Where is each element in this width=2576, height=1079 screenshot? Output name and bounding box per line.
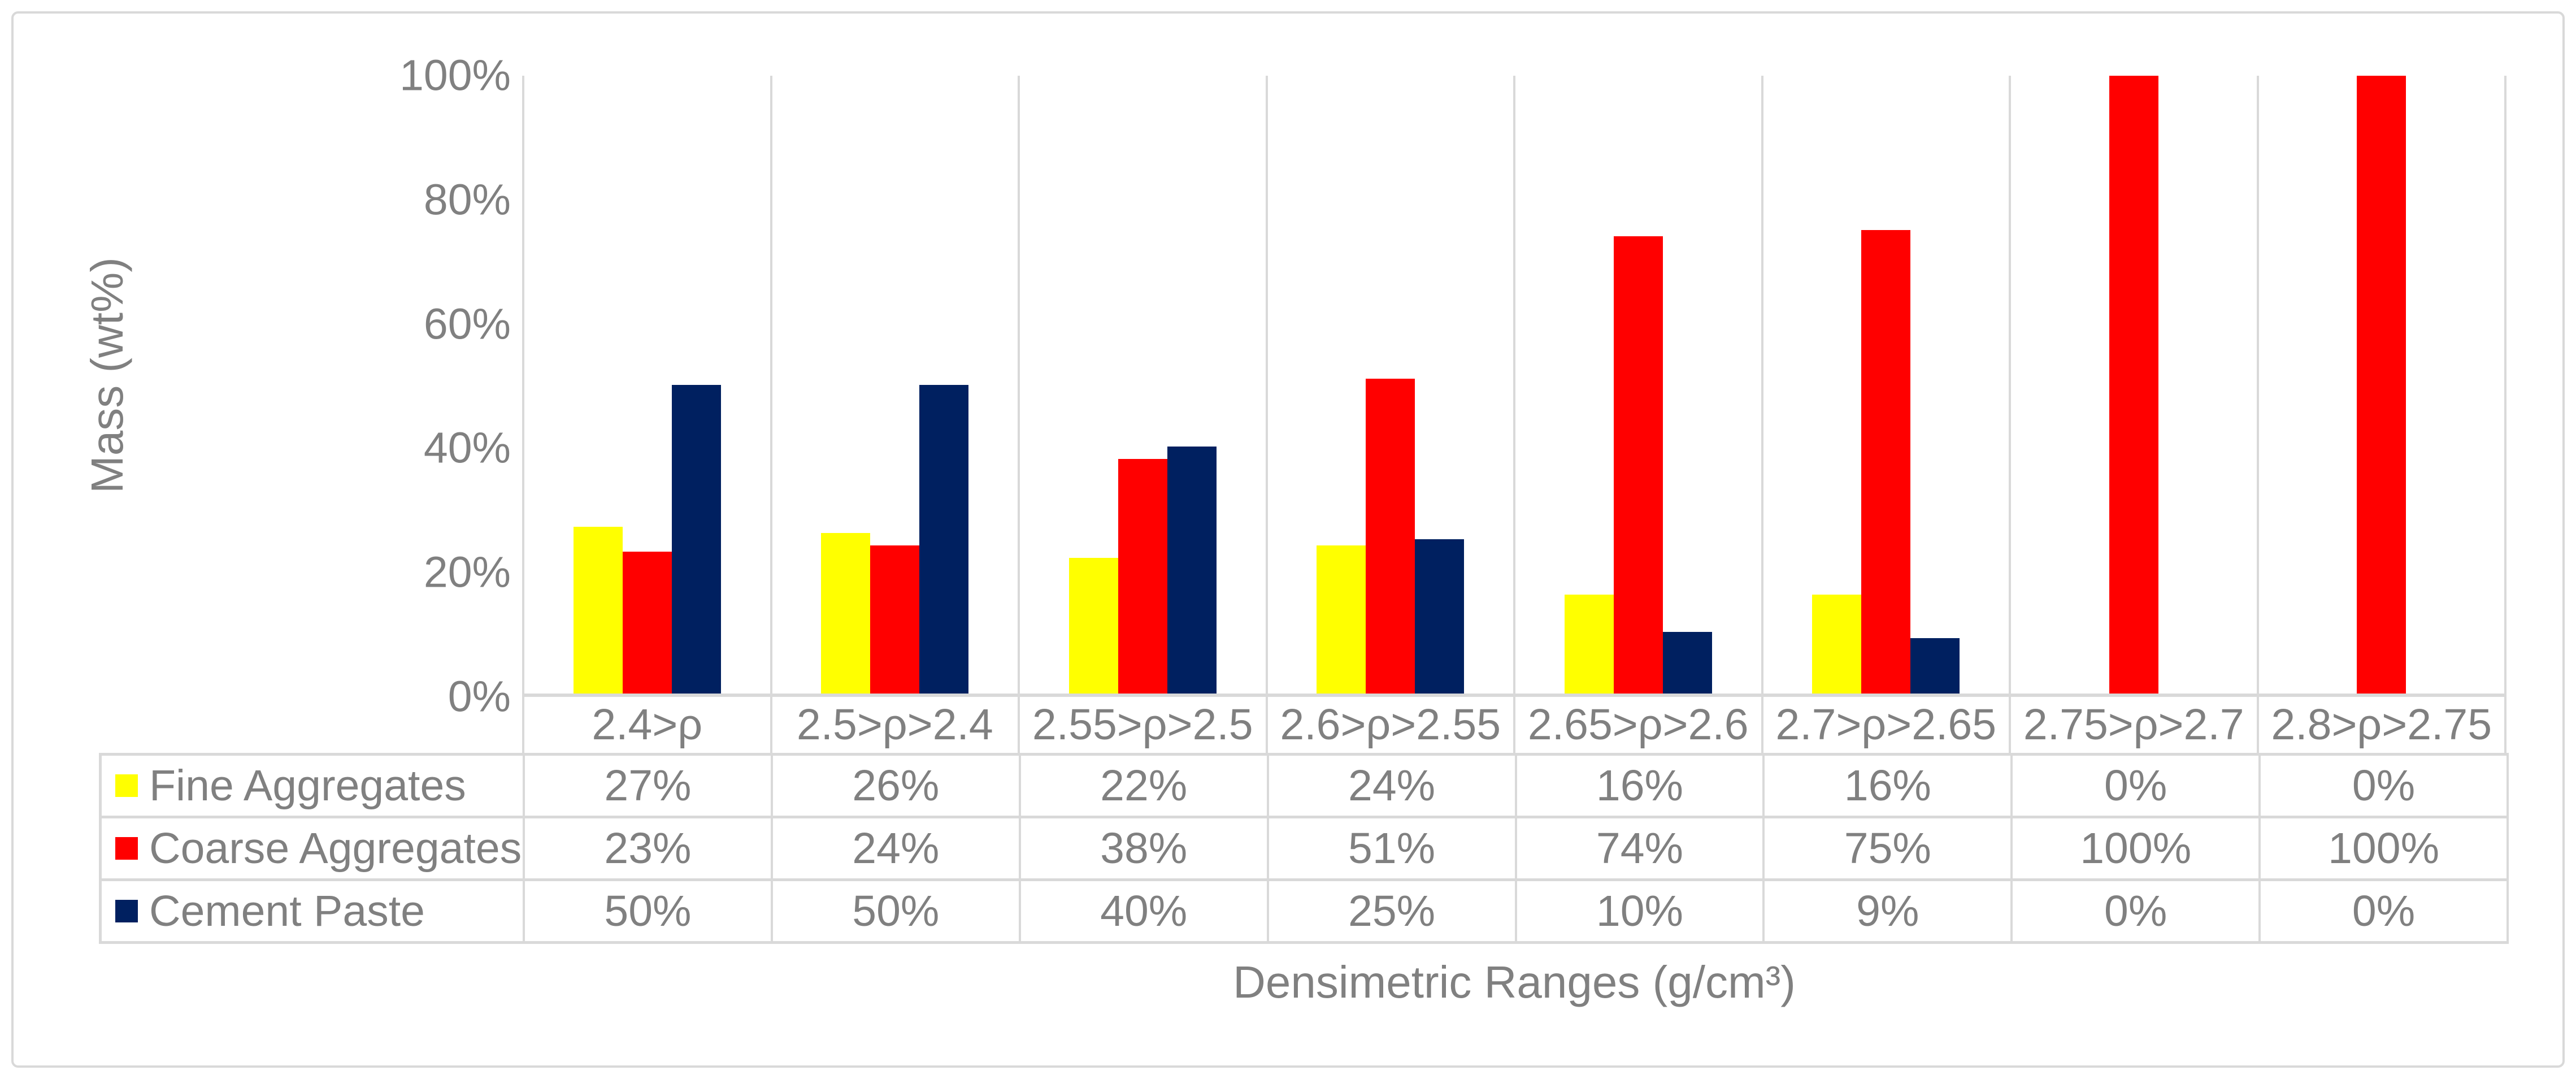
bar-coarse-aggregates <box>2357 76 2406 694</box>
y-tick-label: 0% <box>448 672 511 721</box>
bar-cluster <box>1317 76 1465 694</box>
category-label: 2.6>ρ>2.55 <box>1268 697 1515 753</box>
table-value-cell: 50% <box>773 881 1021 941</box>
table-value-cell: 16% <box>1765 756 2013 816</box>
category-column <box>1268 76 1515 694</box>
bar-coarse-aggregates <box>870 545 920 694</box>
table-value-cell: 0% <box>2261 881 2509 941</box>
category-label: 2.55>ρ>2.5 <box>1020 697 1268 753</box>
chart-figure-frame: Mass (wt%) 100% 80% 60% 40% 20% 0% 2.4>ρ 2.5>ρ… <box>11 11 2565 1068</box>
table-value-cell: 0% <box>2261 756 2509 816</box>
y-tick-label: 20% <box>423 548 511 597</box>
category-label: 2.75>ρ>2.7 <box>2011 697 2259 753</box>
table-value-cell: 51% <box>1269 818 1517 878</box>
y-tick-label: 100% <box>399 51 511 100</box>
y-axis-title: Mass (wt%) <box>82 257 132 493</box>
x-axis-title: Densimetric Ranges (g/cm³) <box>1233 957 1796 1007</box>
table-value-cell: 25% <box>1269 881 1517 941</box>
bar-coarse-aggregates <box>1366 378 1415 694</box>
bar-fine-aggregates <box>821 532 871 694</box>
table-value-cell: 22% <box>1021 756 1269 816</box>
table-value-cell: 75% <box>1765 818 2013 878</box>
bar-cement-paste <box>1662 631 1712 694</box>
bar-cement-paste <box>671 384 721 694</box>
table-value-cell: 16% <box>1517 756 1765 816</box>
legend-swatch <box>115 900 138 922</box>
y-tick-label: 40% <box>423 423 511 473</box>
y-axis-tick-labels: 100% 80% 60% 40% 20% 0% <box>307 51 511 721</box>
table-value-cell: 50% <box>525 881 773 941</box>
bar-cluster <box>1068 76 1217 694</box>
bar-cluster <box>573 76 721 694</box>
category-label: 2.5>ρ>2.4 <box>772 697 1020 753</box>
category-column <box>1020 76 1268 694</box>
bar-coarse-aggregates <box>622 551 672 694</box>
table-value-cell: 10% <box>1517 881 1765 941</box>
bar-coarse-aggregates <box>2109 76 2158 694</box>
data-table: Fine Aggregates 27% 26% 22% 24% 16% 16% 0% 0% Coa… <box>99 753 2509 944</box>
bar-cluster <box>1564 76 1712 694</box>
bar-cluster <box>2060 76 2208 694</box>
bar-cement-paste <box>1415 539 1465 694</box>
plot-area <box>522 76 2507 697</box>
bar-fine-aggregates <box>573 526 623 694</box>
bar-coarse-aggregates <box>1861 230 1911 694</box>
category-label: 2.7>ρ>2.65 <box>1763 697 2011 753</box>
bar-fine-aggregates <box>1068 557 1118 694</box>
category-column <box>2259 76 2507 694</box>
legend-swatch <box>115 774 138 797</box>
bar-cement-paste <box>1167 446 1217 694</box>
table-row: Coarse Aggregates 23% 24% 38% 51% 74% 75% 100% 1… <box>102 818 2509 881</box>
category-column <box>524 76 772 694</box>
bar-fine-aggregates <box>1812 595 1862 694</box>
category-column <box>1763 76 2011 694</box>
table-value-cell: 0% <box>2013 756 2261 816</box>
table-value-cell: 26% <box>773 756 1021 816</box>
category-label: 2.65>ρ>2.6 <box>1515 697 1763 753</box>
table-value-cell: 38% <box>1021 818 1269 878</box>
category-column <box>1515 76 1763 694</box>
table-value-cell: 0% <box>2013 881 2261 941</box>
series-name: Fine Aggregates <box>149 761 466 810</box>
x-axis-title-row: Densimetric Ranges (g/cm³) <box>522 956 2507 1008</box>
bar-cement-paste <box>1910 638 1960 694</box>
category-label: 2.4>ρ <box>524 697 772 753</box>
table-value-cell: 23% <box>525 818 773 878</box>
bar-cement-paste <box>919 384 969 694</box>
legend-swatch <box>115 837 138 860</box>
table-value-cell: 27% <box>525 756 773 816</box>
category-label: 2.8>ρ>2.75 <box>2259 697 2507 753</box>
table-value-cell: 9% <box>1765 881 2013 941</box>
category-column <box>2011 76 2259 694</box>
series-label-cell: Fine Aggregates <box>102 756 525 816</box>
series-name: Cement Paste <box>149 886 425 935</box>
bar-cluster <box>821 76 969 694</box>
y-tick-label: 60% <box>423 300 511 349</box>
series-name: Coarse Aggregates <box>149 824 522 873</box>
bar-coarse-aggregates <box>1118 458 1167 694</box>
category-column <box>772 76 1020 694</box>
series-label-cell: Cement Paste <box>102 881 525 941</box>
bar-coarse-aggregates <box>1613 236 1663 694</box>
table-value-cell: 100% <box>2261 818 2509 878</box>
series-label-cell: Coarse Aggregates <box>102 818 525 878</box>
table-value-cell: 74% <box>1517 818 1765 878</box>
bar-cluster <box>1812 76 1960 694</box>
bar-fine-aggregates <box>1317 545 1366 694</box>
category-header-row: 2.4>ρ 2.5>ρ>2.4 2.55>ρ>2.5 2.6>ρ>2.55 2.65>ρ… <box>522 697 2507 753</box>
bar-cluster <box>2308 76 2455 694</box>
table-row: Cement Paste 50% 50% 40% 25% 10% 9% 0% 0% <box>102 881 2509 944</box>
y-tick-label: 80% <box>423 175 511 224</box>
table-value-cell: 100% <box>2013 818 2261 878</box>
table-row: Fine Aggregates 27% 26% 22% 24% 16% 16% 0% 0% <box>102 756 2509 818</box>
table-value-cell: 24% <box>1269 756 1517 816</box>
bar-fine-aggregates <box>1564 595 1614 694</box>
table-value-cell: 24% <box>773 818 1021 878</box>
table-value-cell: 40% <box>1021 881 1269 941</box>
